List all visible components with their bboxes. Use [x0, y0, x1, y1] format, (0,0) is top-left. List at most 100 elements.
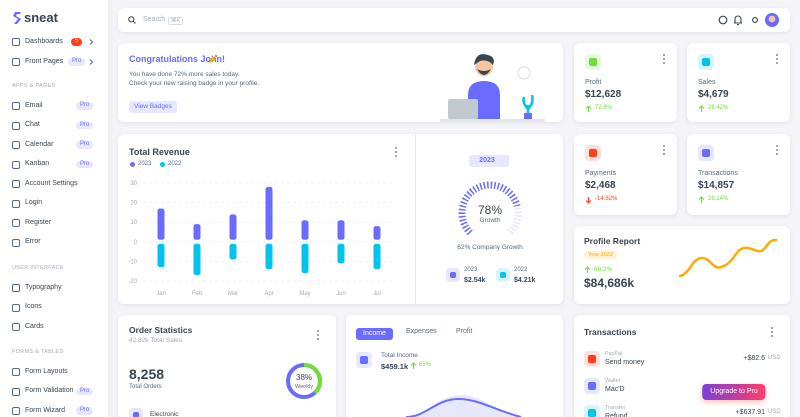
- company-growth: 62% Company Growth: [457, 244, 523, 252]
- beard: [477, 69, 491, 75]
- dot: [771, 327, 773, 329]
- bar: [157, 208, 165, 240]
- menu-icon: [12, 58, 20, 66]
- menu-icon: [12, 160, 20, 169]
- bar: [193, 243, 201, 276]
- menu-item[interactable]: Error: [25, 238, 41, 246]
- sidebar: [0, 0, 108, 417]
- menu-section-title: APPS & PAGES: [12, 82, 56, 89]
- income-tab[interactable]: Profit: [456, 327, 473, 335]
- menu-item[interactable]: Email: [25, 101, 43, 109]
- income-tab[interactable]: Expenses: [406, 327, 437, 335]
- divider: [415, 134, 416, 304]
- income-tab[interactable]: Income: [356, 327, 393, 341]
- transaction-source: PayPal: [605, 350, 623, 357]
- menu-item[interactable]: Typography: [25, 283, 62, 291]
- menu-item[interactable]: Form Validation: [25, 387, 74, 395]
- growth-gauge: [458, 181, 522, 236]
- revenue-chart: -20 -10 0 10 20 30 Jan Feb Mar Apr May Jun Jul: [128, 181, 395, 297]
- transaction-desc: Mac'D: [605, 385, 625, 393]
- sparkline: [678, 238, 778, 278]
- menu-item[interactable]: Register: [25, 218, 52, 226]
- chevron-shape: [89, 59, 94, 65]
- menu-item[interactable]: Account Settings: [25, 179, 78, 187]
- income-label: Total Income: [381, 352, 418, 360]
- stat-amount: $4.21k: [514, 276, 536, 284]
- menu-badge: Pro: [76, 160, 94, 169]
- growth-value: 78%: [477, 202, 503, 217]
- upgrade-button[interactable]: Upgrade to Pro: [702, 383, 766, 401]
- more-icon: [395, 147, 397, 157]
- bar: [157, 243, 165, 268]
- y-tick-label: -20: [128, 279, 137, 285]
- menu-item[interactable]: Icons: [25, 303, 42, 311]
- bar: [265, 243, 273, 270]
- weekly-donut: [286, 363, 322, 399]
- dot: [395, 155, 397, 157]
- icon-glyph: [499, 271, 507, 279]
- menu-item[interactable]: Form Layouts: [25, 367, 68, 375]
- menu-icon: [12, 238, 20, 247]
- dot: [776, 58, 778, 60]
- bar: [229, 214, 237, 240]
- congrats-title: Congratulations John!: [129, 53, 225, 64]
- popper: [209, 56, 216, 63]
- bar: [301, 243, 309, 274]
- menu-icon: [12, 387, 20, 396]
- chevron: [89, 59, 94, 65]
- menu-item[interactable]: Login: [25, 199, 43, 207]
- gauge-track: [458, 181, 522, 236]
- year-dropdown[interactable]: 2023: [469, 154, 509, 168]
- search-input[interactable]: Search: [143, 15, 166, 23]
- arrow: [584, 266, 591, 273]
- menu-icon: [12, 38, 20, 46]
- legend-label: 2023: [138, 161, 152, 168]
- transactions-card: [574, 315, 790, 417]
- transaction-source: Wallet: [605, 377, 621, 384]
- income-value: $459.1k: [381, 361, 409, 371]
- legend-marker: [160, 162, 165, 167]
- chevron-shape: [89, 39, 94, 45]
- growth-caption: Growth: [479, 217, 501, 225]
- menu-item[interactable]: Kanban: [25, 160, 50, 168]
- clock: [517, 66, 531, 80]
- profile-report-card: [574, 226, 790, 304]
- handle: [132, 20, 136, 24]
- stat-label: Payments: [585, 169, 617, 177]
- income-area: [405, 395, 522, 417]
- confetti: [215, 55, 217, 57]
- card-title: Transactions: [584, 326, 637, 337]
- chevron: [89, 39, 94, 45]
- menu-badge: Pro: [76, 121, 94, 130]
- more-icon: [776, 145, 778, 155]
- legend-marker: [130, 162, 135, 167]
- menu-item[interactable]: Chat: [25, 121, 40, 129]
- menu-item[interactable]: Calendar: [25, 140, 54, 148]
- dot: [663, 145, 665, 147]
- bar: [373, 243, 381, 270]
- menu-item[interactable]: Dashboards: [25, 37, 63, 45]
- trend-arrow: [584, 266, 591, 273]
- legend-label: 2022: [168, 161, 182, 168]
- menu-badge: Pro: [76, 141, 94, 149]
- top-navbar: [118, 8, 790, 32]
- stat-value: $4,679: [698, 89, 729, 100]
- transaction-source: Transfer: [605, 404, 626, 411]
- menu-icon: [12, 180, 20, 188]
- profile-change: 68.2%: [594, 266, 613, 274]
- transaction-amount: +$637.91: [735, 408, 765, 416]
- bar: [301, 220, 309, 240]
- dot: [317, 330, 319, 332]
- stat-change: 28.42%: [708, 105, 729, 112]
- menu-badge: Pro: [76, 387, 94, 396]
- x-tick-label: Mar: [228, 291, 238, 297]
- icon: [12, 407, 20, 415]
- menu-item[interactable]: Front Pages: [25, 57, 64, 65]
- menu-badge: 5: [71, 38, 83, 46]
- menu-item[interactable]: Form Wizard: [25, 406, 66, 414]
- congrats-text: You have done 72% more sales today.: [129, 71, 240, 79]
- dot: [771, 331, 773, 333]
- transaction-desc: Refund: [605, 412, 628, 417]
- view-badges-button[interactable]: View Badges: [129, 101, 177, 113]
- menu-item[interactable]: Cards: [25, 322, 44, 330]
